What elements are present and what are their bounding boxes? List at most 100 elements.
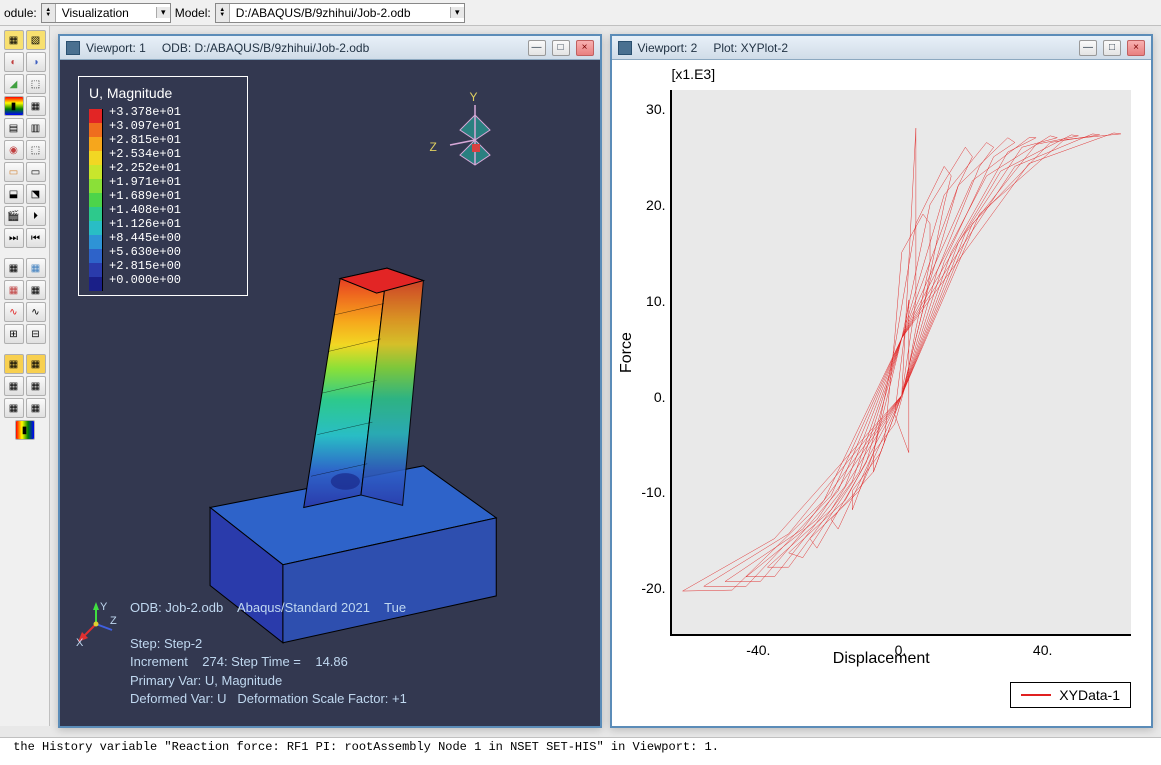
- legend-value: +2.534e+01: [109, 147, 181, 161]
- viewport-1-canvas[interactable]: U, Magnitude +3.378e+01+3.097e+01+2.815e…: [60, 60, 600, 726]
- legend-row: +5.630e+00: [89, 245, 237, 259]
- legend-row: +1.408e+01: [89, 203, 237, 217]
- tool-icon[interactable]: ▦: [4, 30, 24, 50]
- legend-row: +1.689e+01: [89, 189, 237, 203]
- minimize-button[interactable]: —: [528, 40, 546, 56]
- tool-icon[interactable]: ▦: [4, 398, 24, 418]
- close-button[interactable]: ×: [1127, 40, 1145, 56]
- chevron-down-icon[interactable]: ▾: [156, 7, 170, 18]
- legend-swatch: [89, 137, 103, 151]
- tool-icon[interactable]: ⊟: [26, 324, 46, 344]
- viewport-1-title: Viewport: 1: [86, 41, 146, 55]
- tool-icon[interactable]: ⏵: [26, 206, 46, 226]
- tool-icon[interactable]: ▦: [26, 398, 46, 418]
- legend-swatch: [89, 263, 103, 277]
- tool-icon[interactable]: ⬔: [26, 184, 46, 204]
- tool-icon[interactable]: ⬚: [26, 74, 46, 94]
- tool-icon[interactable]: 🎬: [4, 206, 24, 226]
- legend-title: U, Magnitude: [89, 85, 237, 101]
- maximize-button[interactable]: □: [552, 40, 570, 56]
- model-selector[interactable]: ▲▼ D:/ABAQUS/B/9zhihui/Job-2.odb ▾: [215, 3, 465, 23]
- legend-row: +8.445e+00: [89, 231, 237, 245]
- legend-swatch: [89, 235, 103, 249]
- app-icon: [66, 41, 80, 55]
- tool-icon[interactable]: ▦: [26, 376, 46, 396]
- tool-icon[interactable]: ⊞: [4, 324, 24, 344]
- legend-swatch: [89, 277, 103, 291]
- legend-value: +0.000e+00: [109, 273, 181, 287]
- x-axis-label: Displacement: [833, 650, 930, 668]
- viewport-2-title: Viewport: 2: [638, 41, 698, 55]
- legend-value: +3.378e+01: [109, 105, 181, 119]
- legend-row: +0.000e+00: [89, 273, 237, 287]
- tool-icon[interactable]: ▮: [15, 420, 35, 440]
- tool-icon[interactable]: ▤: [4, 118, 24, 138]
- maximize-button[interactable]: □: [1103, 40, 1121, 56]
- chevron-down-icon[interactable]: ▾: [450, 7, 464, 18]
- legend-value: +2.815e+01: [109, 133, 181, 147]
- content-area: Viewport: 1 ODB: D:/ABAQUS/B/9zhihui/Job…: [50, 26, 1161, 736]
- left-toolbox: ▦▧ ◐◑ ◢⬚ ▮▦ ▤▥ ◉⬚ ▭▭ ⬓⬔ 🎬⏵ ⏭⏮ ▦▦ ▦▦ ∿∿ ⊞…: [0, 26, 50, 726]
- tool-icon[interactable]: ▦: [26, 96, 46, 116]
- tool-icon[interactable]: ▥: [26, 118, 46, 138]
- legend-swatch: [89, 207, 103, 221]
- tool-icon[interactable]: ⏮: [26, 228, 46, 248]
- tool-icon[interactable]: ▦: [4, 280, 24, 300]
- tool-icon[interactable]: ◐: [4, 52, 24, 72]
- legend-swatch: [89, 123, 103, 137]
- tool-icon[interactable]: ▧: [26, 30, 46, 50]
- view-orientation-triad: Y Z: [430, 90, 520, 180]
- legend-row: +3.378e+01: [89, 105, 237, 119]
- y-tick: -10.: [641, 484, 665, 500]
- tool-icon[interactable]: ◢: [4, 74, 24, 94]
- legend-swatch: [89, 151, 103, 165]
- tool-icon[interactable]: ⏭: [4, 228, 24, 248]
- legend-row: +2.534e+01: [89, 147, 237, 161]
- app-icon: [618, 41, 632, 55]
- tool-icon[interactable]: ▦: [26, 354, 46, 374]
- tool-icon[interactable]: ◑: [26, 52, 46, 72]
- y-axis-label: Force: [618, 332, 636, 373]
- tool-icon[interactable]: ▮: [4, 96, 24, 116]
- tool-icon[interactable]: ◉: [4, 140, 24, 160]
- module-label: odule:: [4, 6, 37, 20]
- spinner-icon[interactable]: ▲▼: [216, 4, 230, 22]
- minimize-button[interactable]: —: [1079, 40, 1097, 56]
- viewport-1: Viewport: 1 ODB: D:/ABAQUS/B/9zhihui/Job…: [58, 34, 602, 728]
- legend-swatch: [89, 165, 103, 179]
- viewport-1-odb-path: ODB: D:/ABAQUS/B/9zhihui/Job-2.odb: [162, 41, 369, 55]
- tool-icon[interactable]: ⬓: [4, 184, 24, 204]
- plot-area: [670, 90, 1132, 636]
- tool-icon[interactable]: ∿: [26, 302, 46, 322]
- tool-icon[interactable]: ▭: [26, 162, 46, 182]
- tool-icon[interactable]: ▦: [4, 354, 24, 374]
- viewport-1-titlebar[interactable]: Viewport: 1 ODB: D:/ABAQUS/B/9zhihui/Job…: [60, 36, 600, 60]
- spinner-icon[interactable]: ▲▼: [42, 4, 56, 22]
- tool-icon[interactable]: ▦: [26, 280, 46, 300]
- legend-swatch: [89, 193, 103, 207]
- axis-z-label: Z: [430, 140, 437, 154]
- tool-icon[interactable]: ⬚: [26, 140, 46, 160]
- legend-value: +1.408e+01: [109, 203, 181, 217]
- close-button[interactable]: ×: [576, 40, 594, 56]
- hysteresis-curves: [672, 90, 1132, 634]
- y-tick: 0.: [654, 389, 666, 405]
- svg-text:X: X: [76, 637, 84, 646]
- viewport-2-canvas[interactable]: [x1.E3] Force Displacement -20.-10.0.10.…: [612, 60, 1152, 726]
- legend-swatch: [89, 249, 103, 263]
- y-tick: 20.: [646, 197, 665, 213]
- legend-series-label: XYData-1: [1059, 687, 1120, 703]
- module-selector[interactable]: ▲▼ Visualization ▾: [41, 3, 171, 23]
- tool-icon[interactable]: ▦: [4, 258, 24, 278]
- legend-value: +2.815e+00: [109, 259, 181, 273]
- tool-icon[interactable]: ▭: [4, 162, 24, 182]
- tool-icon[interactable]: ▦: [4, 376, 24, 396]
- viewport-2-titlebar[interactable]: Viewport: 2 Plot: XYPlot-2 — □ ×: [612, 36, 1152, 60]
- legend-row: +2.252e+01: [89, 161, 237, 175]
- legend-line-sample: [1021, 694, 1051, 696]
- legend-swatch: [89, 179, 103, 193]
- module-value: Visualization: [56, 6, 156, 20]
- legend-value: +8.445e+00: [109, 231, 181, 245]
- tool-icon[interactable]: ▦: [26, 258, 46, 278]
- tool-icon[interactable]: ∿: [4, 302, 24, 322]
